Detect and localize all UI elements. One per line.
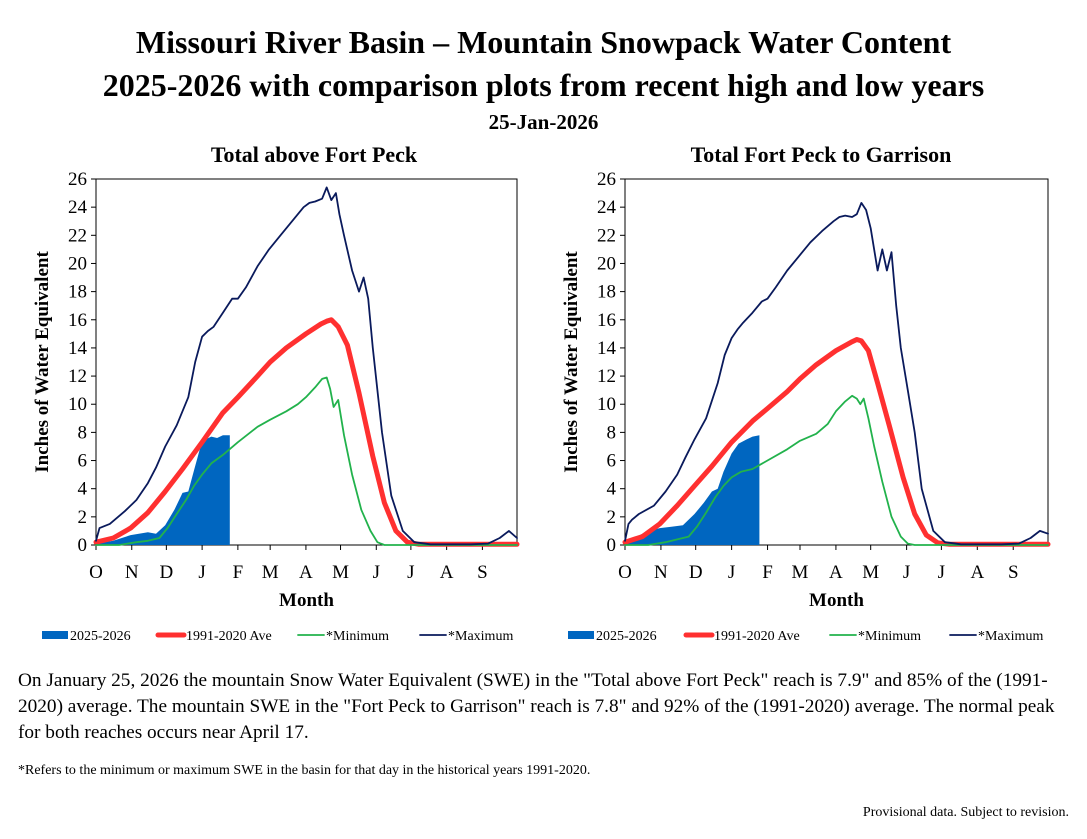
y-tick-label: 12 <box>597 366 616 387</box>
y-tick-label: 0 <box>607 535 617 556</box>
x-tick-label: N <box>654 562 668 583</box>
legend-swatch-current <box>42 631 68 639</box>
legend-label-average: 1991-2020 Ave <box>714 629 800 644</box>
y-tick-label: 6 <box>78 451 88 472</box>
y-tick-label: 22 <box>597 225 616 246</box>
footnote: *Refers to the minimum or maximum SWE in… <box>18 763 591 778</box>
y-tick-label: 10 <box>597 394 616 415</box>
y-tick-label: 4 <box>607 479 617 500</box>
legend-label-maximum: *Maximum <box>978 629 1043 644</box>
y-tick-label: 16 <box>597 310 616 331</box>
chart-title: Total above Fort Peck <box>211 142 418 167</box>
x-tick-label: D <box>689 562 703 583</box>
x-tick-label: J <box>728 562 735 583</box>
x-tick-label: M <box>862 562 879 583</box>
y-tick-label: 6 <box>607 451 617 472</box>
x-tick-label: S <box>477 562 488 583</box>
y-tick-label: 24 <box>597 197 617 218</box>
series-minimum-line <box>95 376 518 546</box>
x-tick-label: J <box>198 562 205 583</box>
y-tick-label: 18 <box>68 282 87 303</box>
x-tick-label: J <box>938 562 945 583</box>
report-date: 25-Jan-2026 <box>488 110 599 134</box>
subtitle: 2025-2026 with comparison plots from rec… <box>102 67 985 103</box>
x-tick-label: O <box>618 562 632 583</box>
series-average-line <box>93 317 520 547</box>
series-maximum-line <box>624 201 1049 546</box>
y-tick-label: 4 <box>78 479 88 500</box>
y-tick-label: 14 <box>68 338 88 359</box>
y-tick-label: 0 <box>78 535 88 556</box>
x-tick-label: D <box>159 562 173 583</box>
x-tick-label: M <box>262 562 279 583</box>
x-tick-label: M <box>332 562 349 583</box>
x-tick-label: A <box>970 562 984 583</box>
y-axis-label: Inches of Water Equivalent <box>32 251 53 473</box>
y-tick-label: 20 <box>597 253 616 274</box>
y-tick-label: 8 <box>607 422 617 443</box>
x-tick-label: J <box>373 562 380 583</box>
plot-frame <box>95 178 518 546</box>
y-tick-label: 26 <box>597 169 616 190</box>
legend-swatch-current <box>568 631 594 639</box>
series-minimum-line <box>624 394 1049 546</box>
provisional-note: Provisional data. Subject to revision. <box>862 805 1069 820</box>
legend-label-maximum: *Maximum <box>448 629 513 644</box>
legend-label-minimum: *Minimum <box>326 629 389 644</box>
chart-1: Total above Fort Peck0246810121416182022… <box>32 142 520 644</box>
series-current-area <box>96 435 230 545</box>
y-tick-label: 8 <box>78 422 88 443</box>
y-tick-label: 22 <box>68 225 87 246</box>
y-tick-label: 2 <box>78 507 88 528</box>
y-tick-label: 2 <box>607 507 617 528</box>
x-tick-label: J <box>903 562 910 583</box>
main-title: Missouri River Basin – Mountain Snowpack… <box>135 24 952 60</box>
legend-label-minimum: *Minimum <box>858 629 921 644</box>
chart-title: Total Fort Peck to Garrison <box>691 142 952 167</box>
y-tick-label: 16 <box>68 310 87 331</box>
y-tick-label: 14 <box>597 338 617 359</box>
x-axis-label: Month <box>279 590 334 611</box>
y-tick-label: 24 <box>68 197 88 218</box>
y-tick-label: 18 <box>597 282 616 303</box>
x-tick-label: N <box>125 562 139 583</box>
x-tick-label: A <box>299 562 313 583</box>
x-tick-label: F <box>233 562 244 583</box>
chart-2: Total Fort Peck to Garrison0246810121416… <box>561 142 1051 644</box>
x-tick-label: J <box>407 562 414 583</box>
x-tick-label: O <box>89 562 103 583</box>
x-axis-label: Month <box>809 590 864 611</box>
y-tick-label: 12 <box>68 366 87 387</box>
plot-frame <box>624 178 1049 546</box>
series-current-area <box>625 435 760 545</box>
y-tick-label: 26 <box>68 169 87 190</box>
series-average-line <box>622 337 1051 547</box>
legend-label-current: 2025-2026 <box>70 629 131 644</box>
x-tick-label: A <box>440 562 454 583</box>
legend-label-average: 1991-2020 Ave <box>186 629 272 644</box>
x-tick-label: A <box>829 562 843 583</box>
legend-label-current: 2025-2026 <box>596 629 657 644</box>
charts-area: Total above Fort Peck0246810121416182022… <box>32 142 1051 644</box>
x-tick-label: S <box>1008 562 1019 583</box>
y-axis-label: Inches of Water Equivalent <box>561 251 582 473</box>
y-tick-label: 10 <box>68 394 87 415</box>
y-tick-label: 20 <box>68 253 87 274</box>
series-maximum-line <box>95 186 518 546</box>
x-tick-label: F <box>762 562 773 583</box>
summary-text: On January 25, 2026 the mountain Snow Wa… <box>18 670 1055 743</box>
x-tick-label: M <box>792 562 809 583</box>
